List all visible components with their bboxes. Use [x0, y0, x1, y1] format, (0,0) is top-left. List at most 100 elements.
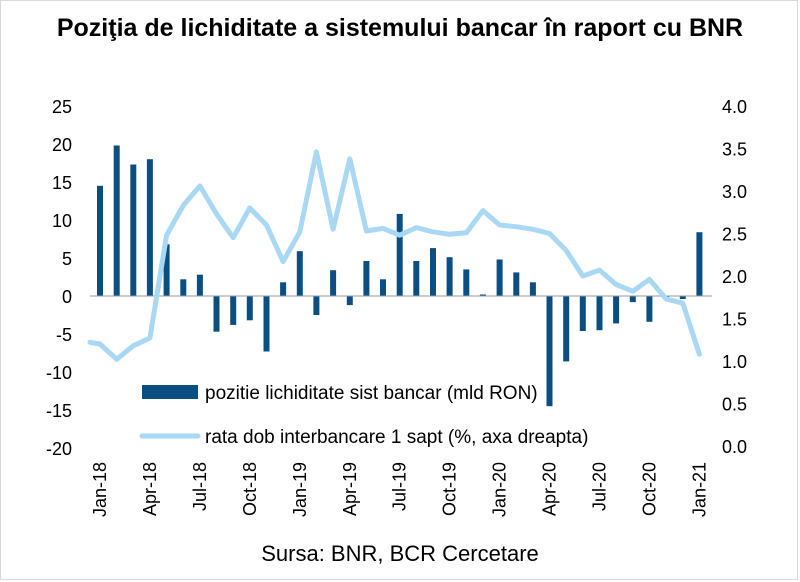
rate-point-Feb-18 — [116, 358, 118, 360]
legend-bar-label: pozitie lichiditate sist bancar (mld RON… — [205, 383, 538, 404]
x-tick-label: Oct-19 — [440, 462, 460, 516]
rate-point-Sep-20 — [632, 290, 634, 292]
bar-Sep-20 — [629, 296, 636, 303]
bar-Aug-19 — [413, 261, 420, 296]
x-tick-label: Jan-19 — [290, 462, 310, 517]
rate-point-Feb-19 — [315, 151, 317, 153]
rate-point-Jan-18 — [99, 343, 101, 345]
rate-point-Nov-19 — [465, 232, 467, 234]
rate-point-Jul-19 — [399, 234, 401, 236]
x-tick-label: Oct-20 — [639, 462, 659, 516]
rate-point-Aug-19 — [415, 227, 417, 229]
x-tick-label: Jul-18 — [190, 462, 210, 511]
rate-point-Oct-19 — [449, 233, 451, 235]
bar-Jun-19 — [380, 279, 386, 296]
left-tick-label: 10 — [52, 211, 72, 231]
rate-point-Jan-20 — [499, 224, 501, 226]
legend-line-label: rata dob interbancare 1 sapt (%, axa dre… — [205, 427, 588, 448]
rate-point-Nov-18 — [266, 224, 267, 226]
rate-point-Mar-19 — [332, 228, 334, 230]
rate-point-Sep-18 — [232, 237, 234, 239]
bar-May-20 — [563, 296, 570, 362]
rate-point-Jul-20 — [599, 269, 600, 271]
bar-Dec-18 — [280, 282, 287, 296]
left-tick-label: -5 — [56, 325, 72, 345]
bar-series — [90, 145, 712, 407]
right-tick-label: 0.0 — [722, 437, 747, 457]
x-tick-label: Jan-21 — [689, 462, 709, 517]
rate-line — [87, 149, 702, 362]
bar-Mar-20 — [529, 282, 536, 296]
left-tick-label: 25 — [52, 97, 72, 117]
x-tick-label: Oct-18 — [240, 462, 260, 516]
x-axis-ticks: Jan-18 Apr-18 Jul-18 Oct-18 Jan-19 Apr-19 Jul-… — [90, 462, 709, 517]
bar-May-19 — [363, 261, 370, 296]
legend-bar-swatch — [142, 385, 198, 399]
bar-Sep-18 — [230, 296, 237, 325]
left-tick-label: -15 — [46, 401, 72, 421]
left-axis-ticks: 25 20 15 10 5 0 -5 -10 -15 -20 — [46, 97, 72, 459]
rate-point-Apr-19 — [349, 158, 351, 160]
rate-point-Aug-20 — [615, 284, 617, 285]
rate-point-May-19 — [365, 230, 367, 232]
left-tick-label: 5 — [62, 249, 72, 269]
right-tick-label: 0.5 — [722, 395, 747, 415]
rate-point-Mar-20 — [532, 228, 534, 230]
x-tick-label: Apr-20 — [540, 462, 560, 516]
bar-Aug-20 — [613, 296, 620, 324]
left-tick-label: -10 — [46, 363, 72, 383]
bar-Feb-19 — [313, 296, 320, 315]
x-tick-label: Apr-18 — [140, 462, 160, 516]
bar-Mar-19 — [330, 270, 337, 296]
bar-Nov-19 — [463, 269, 470, 296]
right-tick-label: 4.0 — [722, 97, 747, 117]
legend: pozitie lichiditate sist bancar (mld RON… — [139, 383, 588, 448]
rate-point-Jun-18 — [182, 204, 184, 206]
right-axis-ticks: 4.0 3.5 3.0 2.5 2.0 1.5 1.0 0.5 0.0 — [722, 97, 747, 457]
chart-title: Poziţia de lichiditate a sistemului banc… — [56, 14, 744, 42]
bar-Apr-20 — [546, 296, 553, 407]
rate-point-Dec-19 — [482, 210, 484, 212]
right-tick-label: 2.0 — [722, 267, 747, 287]
rate-point-Jul-18 — [199, 185, 201, 187]
bar-Jan-19 — [296, 251, 303, 296]
rate-point-Feb-20 — [515, 226, 517, 228]
source-note: Sursa: BNR, BCR Cercetare — [261, 541, 539, 566]
x-tick-label: Jan-20 — [490, 462, 510, 517]
bar-Jul-20 — [596, 296, 603, 331]
rate-point-Nov-20 — [665, 298, 667, 300]
rate-point-Dec-20 — [682, 302, 684, 304]
rate-point-Oct-20 — [648, 278, 650, 280]
bar-Oct-18 — [246, 296, 253, 321]
bar-Dec-20 — [679, 296, 686, 299]
bar-Nov-18 — [263, 296, 270, 352]
rate-point-Apr-20 — [549, 233, 550, 234]
bar-Oct-20 — [646, 296, 653, 322]
right-tick-label: 2.5 — [722, 225, 747, 245]
bar-May-18 — [163, 244, 170, 296]
right-tick-label: 3.0 — [722, 182, 747, 202]
bar-Apr-19 — [346, 296, 353, 306]
bar-Jun-18 — [180, 279, 187, 296]
right-tick-label: 3.5 — [722, 140, 747, 160]
left-tick-label: 0 — [62, 287, 72, 307]
rate-point-May-20 — [565, 250, 567, 251]
bar-Jan-20 — [496, 259, 503, 296]
x-tick-label: Apr-19 — [340, 462, 360, 516]
x-tick-label: Jan-18 — [90, 462, 110, 517]
rate-point-Dec-18 — [282, 261, 284, 263]
bar-Jul-18 — [196, 274, 203, 296]
bar-Aug-18 — [213, 296, 220, 332]
left-tick-label: 20 — [52, 135, 72, 155]
rate-point-May-18 — [166, 234, 168, 236]
bar-Jun-20 — [579, 296, 586, 331]
left-tick-label: 15 — [52, 173, 72, 193]
x-tick-label: Jul-19 — [390, 462, 410, 511]
rate-point-Oct-18 — [249, 207, 251, 209]
rate-point-Jan-19 — [299, 231, 301, 233]
rate-point-Jun-19 — [382, 227, 384, 229]
rate-point-Sep-19 — [432, 231, 434, 233]
bar-Jul-19 — [396, 213, 403, 296]
